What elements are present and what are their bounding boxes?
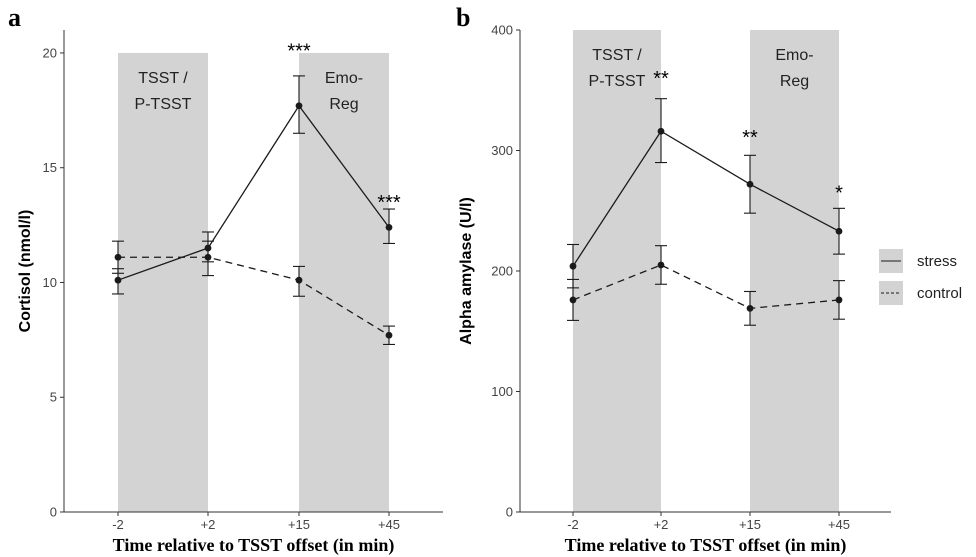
y-tick-label: 20 (43, 45, 57, 60)
shaded-region-label: TSST / (592, 47, 642, 64)
x-tick-label: +15 (739, 517, 761, 532)
data-point-stress (569, 262, 577, 270)
y-tick-label: 15 (43, 160, 57, 175)
data-point-control (569, 296, 577, 304)
x-tick-label: +45 (378, 517, 400, 532)
data-point-stress (114, 276, 122, 284)
x-tick-label: -2 (112, 517, 124, 532)
y-tick-label: 200 (491, 264, 513, 279)
data-point-stress (295, 102, 303, 110)
series-line-stress (572, 130, 840, 267)
panel-b: b TSST / P-TSST Emo- Reg 0 100 200 300 400 -2 +2 +15… (456, 3, 891, 556)
shaded-region-label: Reg (329, 96, 358, 113)
data-point-control (746, 304, 754, 312)
y-axis-title: Alpha amylase (U/l) (458, 197, 475, 345)
y-tick-label: 5 (50, 390, 57, 405)
data-point-control (295, 276, 303, 284)
data-point-stress (835, 227, 843, 235)
y-tick-label: 100 (491, 384, 513, 399)
y-tick-label: 0 (506, 505, 513, 520)
data-point-control (385, 331, 393, 339)
shaded-region-label: TSST / (138, 70, 188, 87)
shaded-region-label: P-TSST (589, 73, 646, 90)
panel-letter: b (456, 3, 470, 32)
significance-marker: ** (653, 68, 669, 90)
panel-letter: a (8, 3, 21, 32)
significance-marker: *** (287, 41, 311, 63)
shaded-region-label: Emo- (325, 70, 363, 87)
x-axis-title: Time relative to TSST offset (in min) (565, 535, 847, 556)
shaded-region-label: Emo- (775, 47, 813, 64)
series-line-stress (117, 104, 390, 281)
significance-marker: ** (742, 127, 758, 149)
shaded-region-label: Reg (780, 73, 809, 90)
data-point-control (657, 261, 665, 269)
significance-marker: * (835, 183, 843, 205)
shaded-region-label: P-TSST (135, 96, 192, 113)
shaded-region-0 (573, 30, 661, 512)
data-point-control (835, 296, 843, 304)
shaded-region-1 (750, 30, 839, 512)
data-point-stress (657, 127, 665, 135)
data-point-stress (746, 180, 754, 188)
panel-a: a TSST / P-TSST Emo- Reg 0 5 10 15 20 -2 +2 +15 +45 Ti… (8, 3, 443, 556)
y-tick-label: 400 (491, 23, 513, 38)
x-axis-title: Time relative to TSST offset (in min) (113, 535, 395, 556)
y-tick-label: 300 (491, 143, 513, 158)
x-tick-label: +2 (201, 517, 216, 532)
x-tick-label: +2 (654, 517, 669, 532)
y-axis-title: Cortisol (nmol/l) (17, 210, 34, 333)
data-point-control (204, 253, 212, 261)
data-point-control (114, 253, 122, 261)
x-tick-label: +45 (828, 517, 850, 532)
shaded-region-1 (299, 52, 389, 512)
series-line-control (572, 264, 840, 310)
x-tick-label: +15 (288, 517, 310, 532)
significance-marker: *** (377, 192, 401, 214)
legend: stress control (879, 249, 962, 305)
legend-label: control (917, 285, 962, 302)
x-tick-label: -2 (567, 517, 579, 532)
shaded-region-0 (118, 52, 208, 512)
data-point-stress (385, 223, 393, 231)
y-tick-label: 10 (43, 275, 57, 290)
y-tick-label: 0 (50, 505, 57, 520)
series-line-control (118, 256, 390, 336)
legend-label: stress (917, 253, 957, 270)
